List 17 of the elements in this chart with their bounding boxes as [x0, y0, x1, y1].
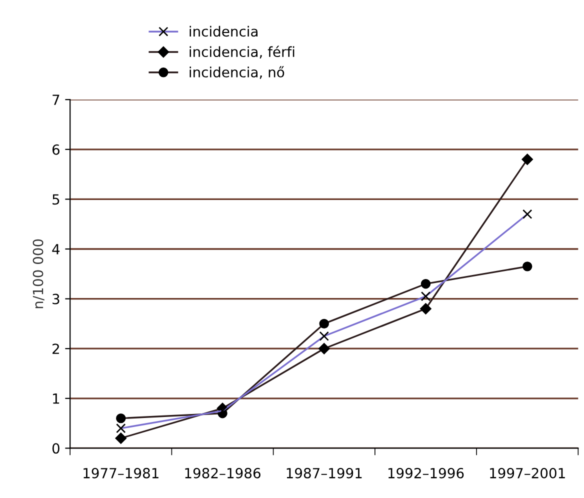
legend-label: incidencia, férfi — [190, 46, 294, 58]
x-tick-label: 1992–1996 — [388, 468, 464, 478]
x-tick-label: 1997–2001 — [490, 468, 565, 478]
legend-label: incidencia, nő — [190, 66, 284, 79]
x-tick-label: 1982–1986 — [185, 468, 260, 478]
y-tick-label: 4 — [52, 244, 60, 254]
x-tick-label: 1987–1991 — [286, 468, 362, 478]
y-tick-label: 6 — [52, 144, 60, 155]
y-tick-label: 7 — [52, 94, 60, 105]
x-tick-label: 1977–1981 — [84, 468, 158, 478]
y-tick-label: 0 — [52, 443, 60, 454]
y-tick-label: 1 — [53, 394, 60, 404]
y-axis-title: n/100 000 — [32, 239, 44, 308]
legend-label: incidencia — [190, 26, 258, 37]
y-tick-label: 3 — [52, 294, 60, 304]
y-tick-label: 2 — [52, 344, 59, 354]
y-tick-label: 5 — [52, 194, 60, 205]
